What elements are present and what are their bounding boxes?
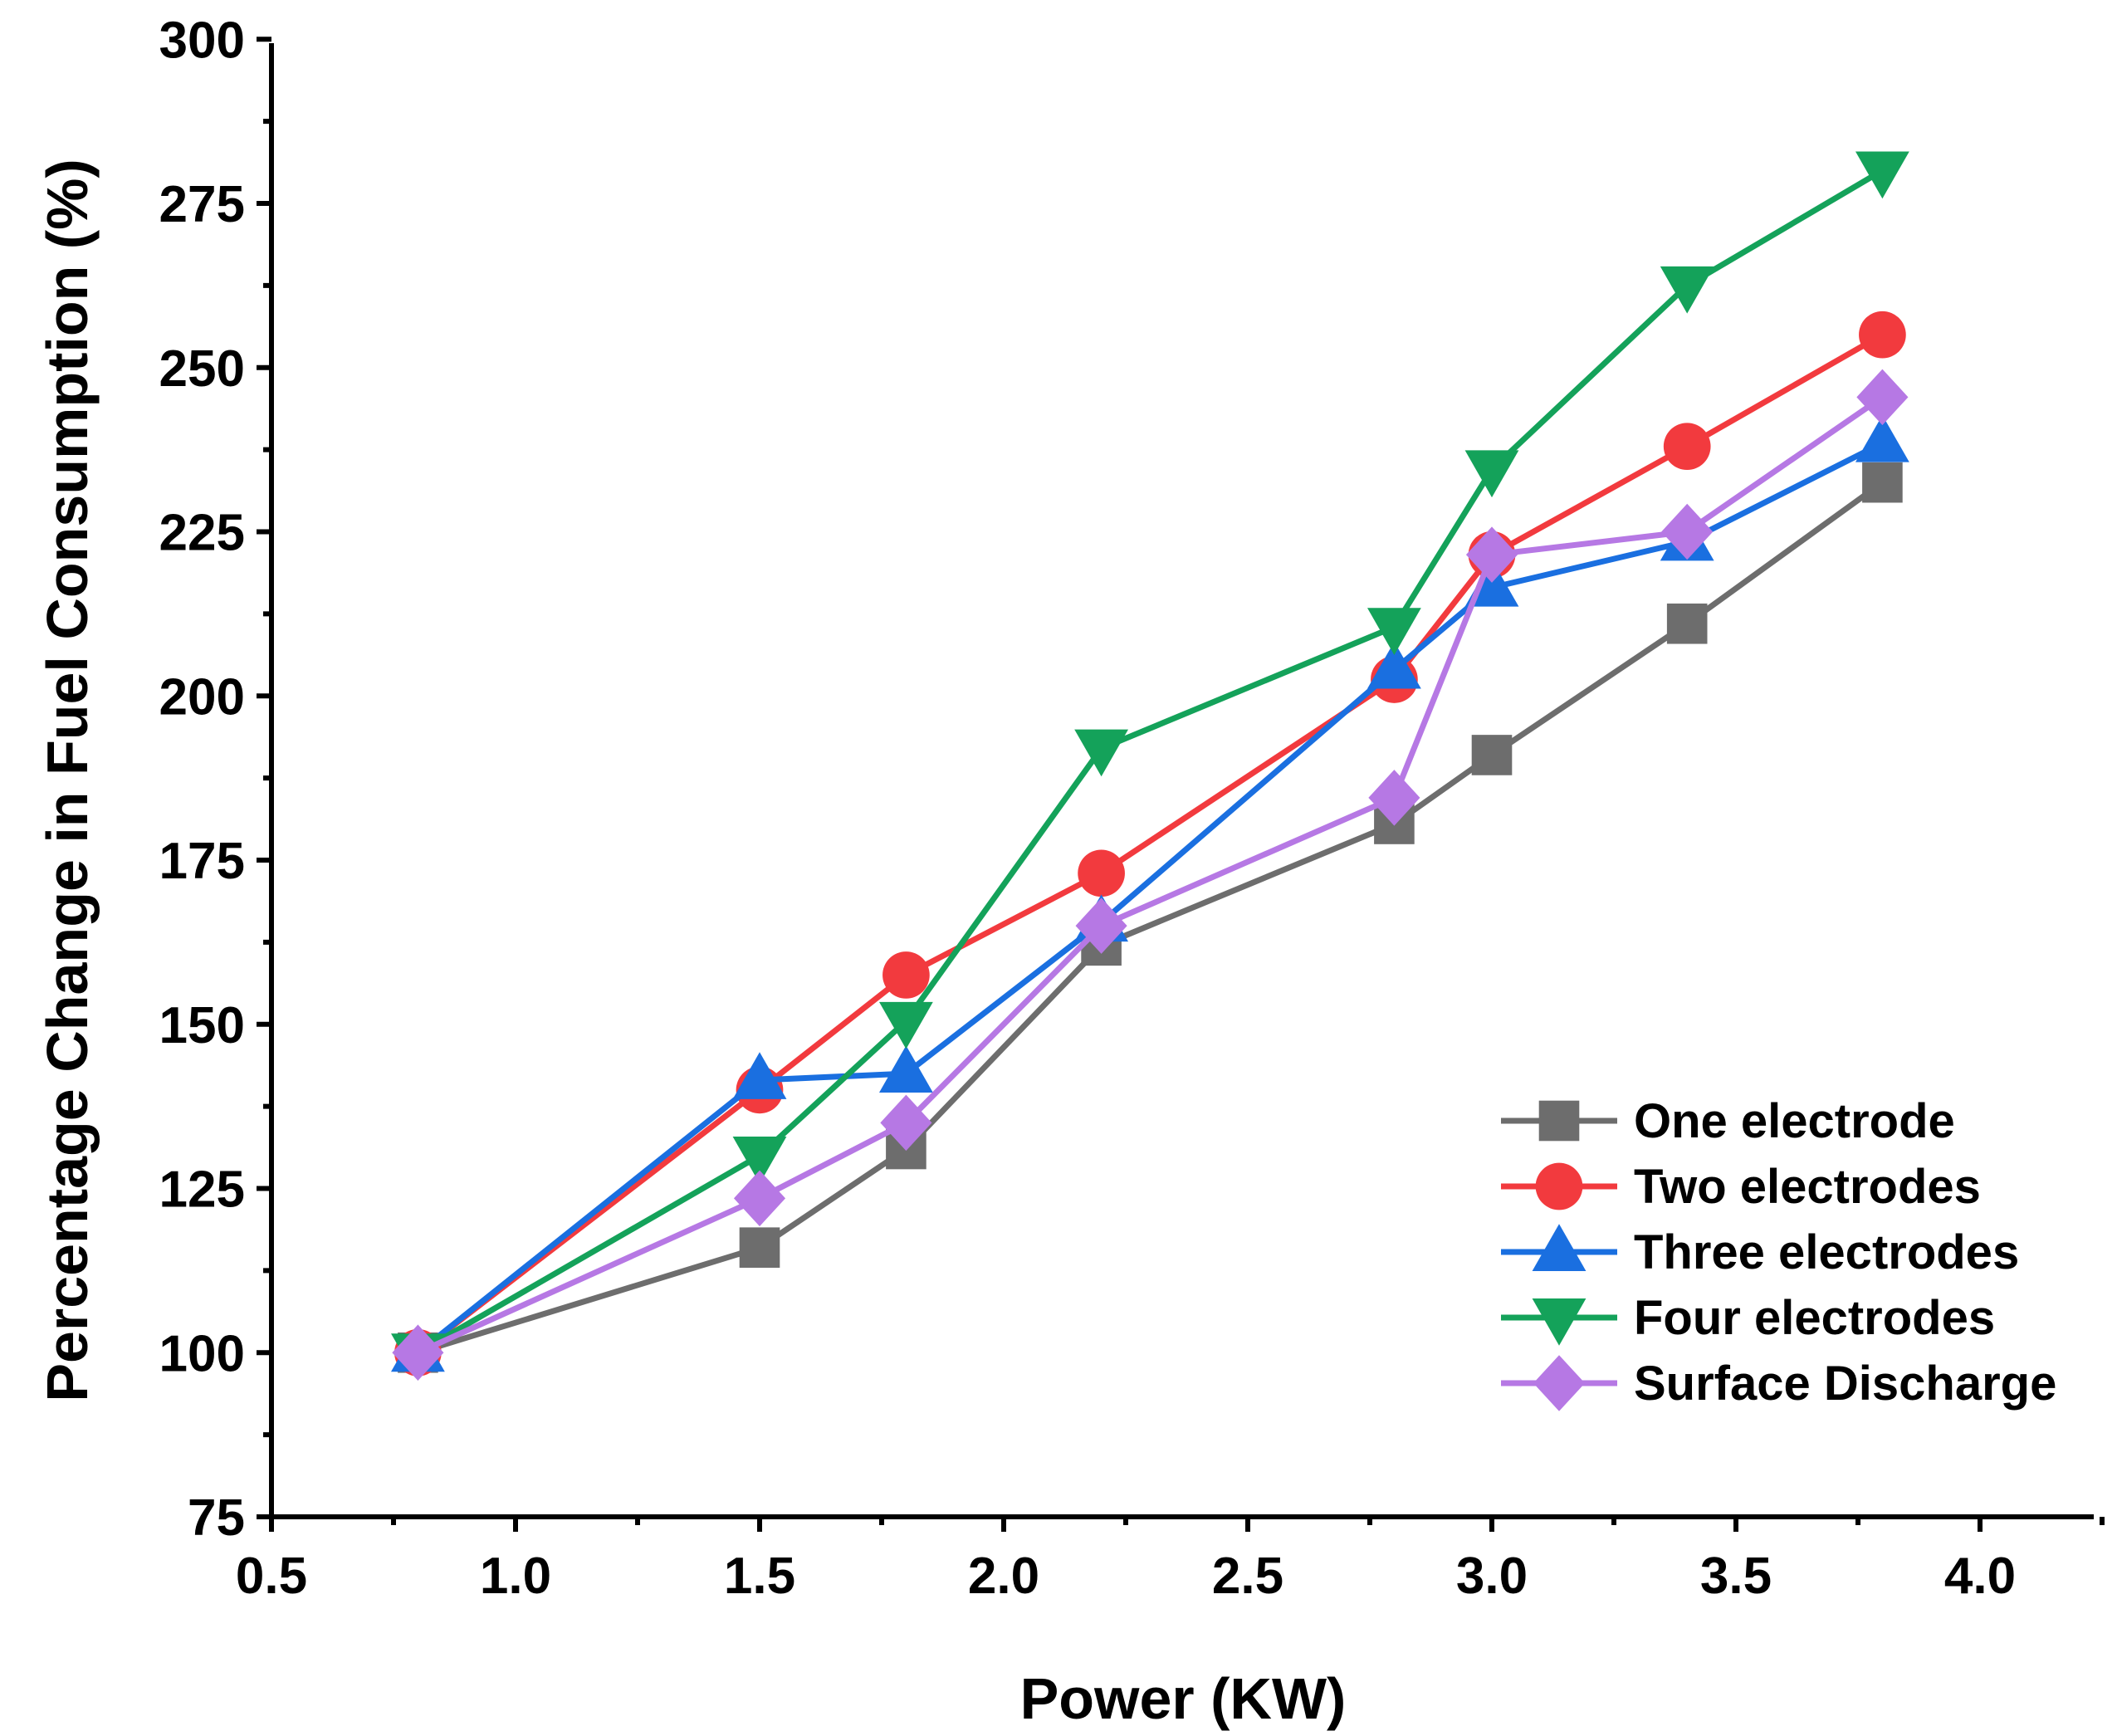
y-tick-label: 225: [159, 505, 245, 562]
data-point: [1471, 735, 1513, 775]
data-point: [879, 1045, 933, 1093]
data-point: [880, 1094, 932, 1152]
y-tick-label: 175: [159, 833, 245, 890]
data-point: [392, 1324, 444, 1381]
legend-marker: [1532, 1298, 1587, 1346]
legend-label: Four electrodes: [1634, 1291, 1995, 1345]
data-point: [1859, 311, 1906, 359]
data-point: [732, 1137, 787, 1184]
data-point: [1464, 450, 1519, 498]
x-tick-label: 3.0: [1456, 1548, 1528, 1605]
y-tick-label: 75: [188, 1489, 245, 1547]
legend-label: Two electrodes: [1634, 1160, 1981, 1214]
legend-marker: [1533, 1355, 1586, 1411]
legend-item: Three electrodes: [1501, 1224, 2019, 1279]
data-point: [1661, 503, 1714, 560]
legend-item: Four electrodes: [1501, 1291, 1995, 1346]
series-line: [414, 167, 1885, 1356]
data-point: [1855, 414, 1909, 462]
data-point: [1856, 369, 1909, 426]
data-point: [1075, 897, 1127, 954]
y-tick-label: 275: [159, 176, 245, 233]
series-line: [414, 440, 1885, 1356]
data-point: [1465, 526, 1518, 583]
x-tick-label: 0.5: [236, 1548, 307, 1605]
data-point: [1862, 462, 1903, 503]
data-point: [1666, 603, 1708, 644]
x-tick-label: 3.5: [1700, 1548, 1772, 1605]
legend-item: One electrode: [1501, 1094, 1955, 1148]
data-point: [1367, 641, 1421, 689]
y-tick-label: 100: [159, 1325, 245, 1382]
x-tick-label: 2.0: [968, 1548, 1039, 1605]
x-tick-label: 4.0: [1944, 1548, 2016, 1605]
axes: [269, 43, 2094, 1519]
series-line: [414, 394, 1885, 1356]
x-ticks: 0.5 1.0 1.5 2.0 2.5 3.0 3.5 4.0: [236, 1517, 2105, 1605]
data-point: [1368, 770, 1420, 826]
series-group: [391, 151, 1909, 1381]
data-point: [882, 951, 930, 999]
legend-marker: [1532, 1224, 1587, 1271]
legend-label: One electrode: [1634, 1094, 1955, 1148]
legend: One electrode Two electrodes Three electro…: [1501, 1094, 2056, 1411]
y-tick-label: 150: [159, 997, 245, 1054]
legend-label: Surface Discharge: [1634, 1357, 2056, 1411]
data-point: [733, 1170, 786, 1227]
data-point: [739, 1227, 780, 1268]
legend-item: Two electrodes: [1501, 1160, 1981, 1214]
y-tick-label: 125: [159, 1161, 245, 1219]
y-ticks: 75 100 125 150 175 200 225 250 275 300: [159, 12, 271, 1547]
legend-marker: [1535, 1162, 1583, 1210]
data-point: [732, 1052, 787, 1099]
data-point: [1074, 729, 1128, 777]
legend-item: Surface Discharge: [1501, 1355, 2056, 1411]
x-axis-title: Power (KW): [1020, 1666, 1347, 1731]
x-tick-label: 2.5: [1212, 1548, 1283, 1605]
x-tick-label: 1.0: [480, 1548, 551, 1605]
series-four-electrodes: [391, 151, 1909, 1381]
data-point: [1660, 266, 1714, 314]
series-line: [414, 479, 1885, 1356]
y-tick-label: 200: [159, 668, 245, 726]
data-point: [1078, 849, 1125, 897]
y-axis-title: Percentage Change in Fuel Consumption (%…: [35, 159, 100, 1401]
series-two-electrodes: [394, 311, 1906, 1377]
data-point: [1367, 608, 1421, 655]
x-tick-label: 1.5: [724, 1548, 795, 1605]
y-tick-label: 300: [159, 12, 245, 69]
legend-marker: [1538, 1100, 1580, 1142]
legend-label: Three electrodes: [1634, 1225, 2019, 1279]
data-point: [1855, 151, 1909, 199]
y-tick-label: 250: [159, 340, 245, 398]
data-point: [1663, 423, 1711, 471]
data-point: [879, 1001, 933, 1049]
series-line: [414, 331, 1885, 1356]
series-surface-discharge: [392, 369, 1909, 1381]
